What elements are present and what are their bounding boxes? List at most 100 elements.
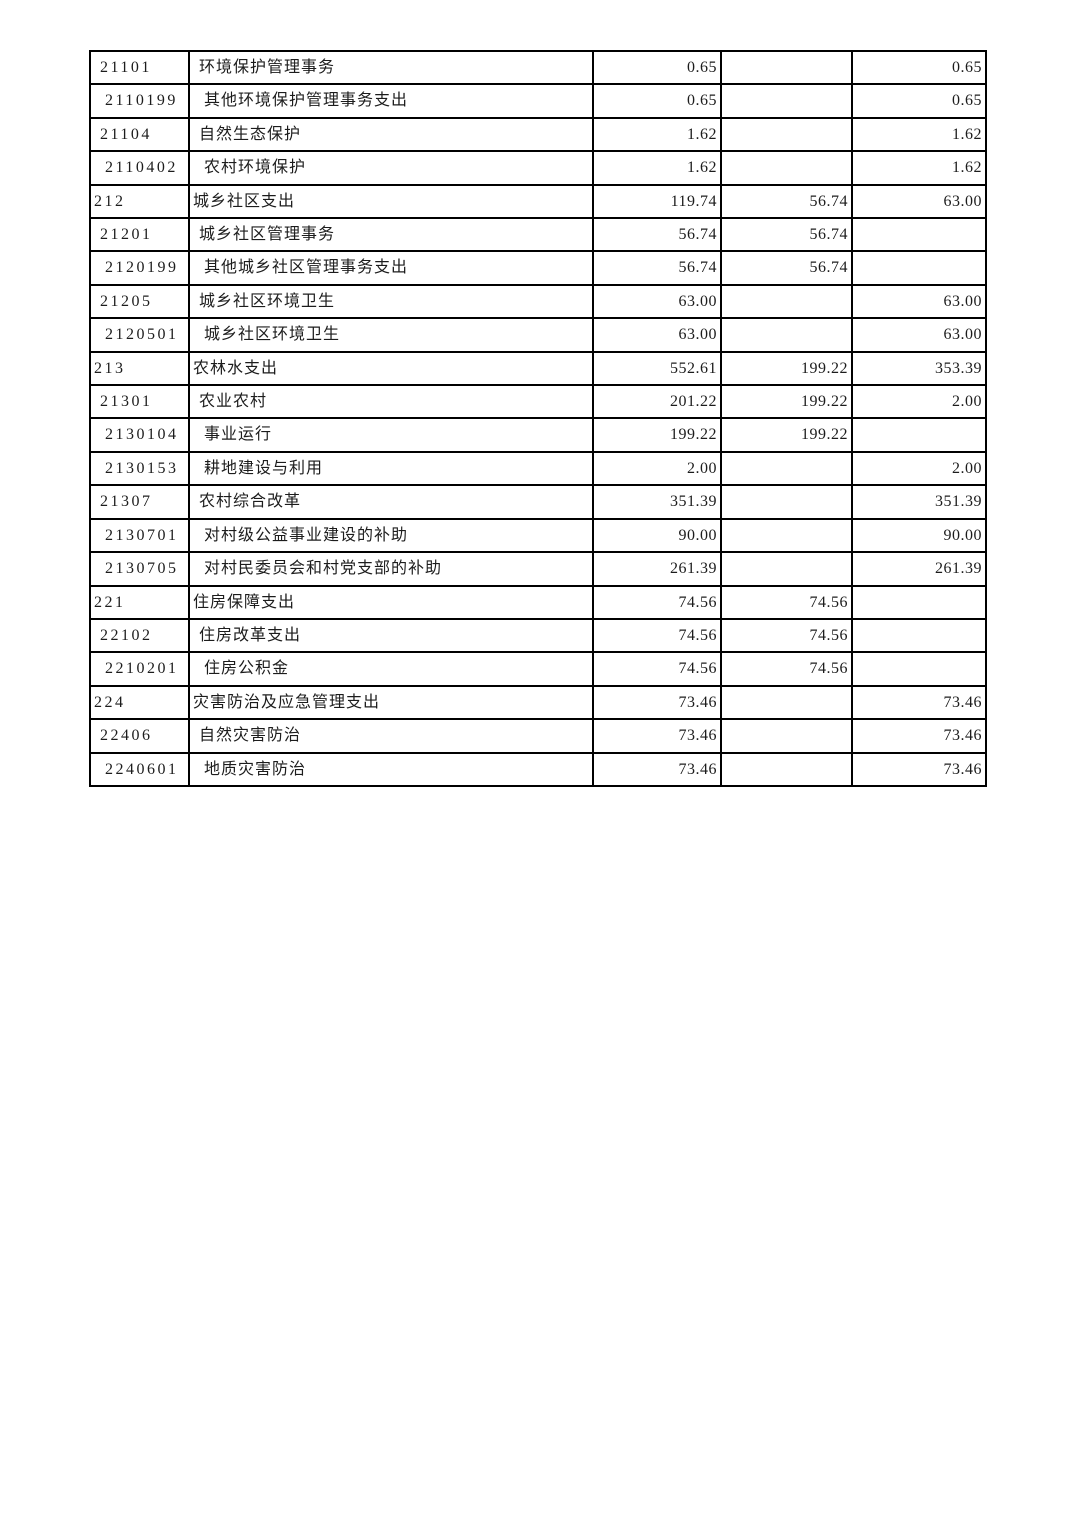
value-cell-1: 1.62	[592, 150, 722, 186]
value-cell-1: 74.56	[592, 651, 722, 687]
value-cell-3: 351.39	[851, 484, 987, 520]
value-cell-1: 261.39	[592, 551, 722, 587]
name-cell: 城乡社区管理事务	[188, 217, 594, 253]
code-cell: 221	[89, 584, 190, 620]
budget-table-body: 21101 环境保护管理事务 0.65 0.65 2110199 其他环境保护管理事务支出…	[89, 49, 987, 787]
table-row: 2120501 城乡社区环境卫生 63.00 63.00	[89, 317, 987, 353]
value-cell-2	[720, 517, 853, 554]
value-cell-1: 1.62	[592, 116, 722, 153]
name-cell: 住房保障支出	[188, 584, 594, 620]
code-cell: 2240601	[89, 751, 190, 787]
value-cell-1: 201.22	[592, 384, 722, 420]
value-cell-1: 2.00	[592, 450, 722, 487]
code-cell: 213	[89, 350, 190, 387]
table-row: 21301 农业农村 201.22 199.22 2.00	[89, 384, 987, 420]
value-cell-3: 2.00	[851, 450, 987, 487]
value-cell-1: 351.39	[592, 484, 722, 520]
value-cell-2	[720, 551, 853, 587]
value-cell-1: 0.65	[592, 83, 722, 119]
value-cell-1: 56.74	[592, 217, 722, 253]
name-cell: 农村环境保护	[188, 150, 594, 186]
name-cell: 农业农村	[188, 384, 594, 420]
value-cell-3	[851, 217, 987, 253]
code-cell: 224	[89, 684, 190, 721]
value-cell-2	[720, 49, 853, 86]
value-cell-3: 1.62	[851, 116, 987, 153]
value-cell-1: 73.46	[592, 751, 722, 787]
table-row: 2110199 其他环境保护管理事务支出 0.65 0.65	[89, 83, 987, 119]
value-cell-3: 73.46	[851, 718, 987, 754]
code-cell: 2210201	[89, 651, 190, 687]
code-cell: 21101	[89, 49, 190, 86]
value-cell-1: 0.65	[592, 49, 722, 86]
code-cell: 2130153	[89, 450, 190, 487]
name-cell: 其他城乡社区管理事务支出	[188, 250, 594, 286]
value-cell-1: 73.46	[592, 684, 722, 721]
code-cell: 2120199	[89, 250, 190, 286]
table-row: 221 住房保障支出 74.56 74.56	[89, 584, 987, 620]
value-cell-3: 0.65	[851, 83, 987, 119]
table-row: 213 农林水支出 552.61 199.22 353.39	[89, 350, 987, 387]
value-cell-2: 56.74	[720, 217, 853, 253]
code-cell: 2110199	[89, 83, 190, 119]
code-cell: 21201	[89, 217, 190, 253]
table-row: 2130705 对村民委员会和村党支部的补助 261.39 261.39	[89, 551, 987, 587]
table-row: 21101 环境保护管理事务 0.65 0.65	[89, 49, 987, 86]
value-cell-3: 1.62	[851, 150, 987, 186]
value-cell-2: 74.56	[720, 584, 853, 620]
value-cell-2	[720, 150, 853, 186]
value-cell-3	[851, 651, 987, 687]
name-cell: 城乡社区环境卫生	[188, 317, 594, 353]
table-row: 224 灾害防治及应急管理支出 73.46 73.46	[89, 684, 987, 721]
code-cell: 2130705	[89, 551, 190, 587]
value-cell-2: 199.22	[720, 417, 853, 453]
value-cell-3	[851, 250, 987, 286]
code-cell: 21301	[89, 384, 190, 420]
value-cell-1: 56.74	[592, 250, 722, 286]
table-row: 21307 农村综合改革 351.39 351.39	[89, 484, 987, 520]
name-cell: 耕地建设与利用	[188, 450, 594, 487]
value-cell-2: 56.74	[720, 250, 853, 286]
value-cell-2	[720, 83, 853, 119]
value-cell-3: 63.00	[851, 317, 987, 353]
value-cell-2: 56.74	[720, 183, 853, 220]
code-cell: 21104	[89, 116, 190, 153]
value-cell-3: 353.39	[851, 350, 987, 387]
value-cell-3: 63.00	[851, 283, 987, 320]
value-cell-1: 119.74	[592, 183, 722, 220]
value-cell-3: 261.39	[851, 551, 987, 587]
name-cell: 住房改革支出	[188, 617, 594, 654]
table-row: 2130153 耕地建设与利用 2.00 2.00	[89, 450, 987, 487]
name-cell: 自然生态保护	[188, 116, 594, 153]
table-row: 22406 自然灾害防治 73.46 73.46	[89, 718, 987, 754]
value-cell-2	[720, 751, 853, 787]
code-cell: 21307	[89, 484, 190, 520]
table-row: 21205 城乡社区环境卫生 63.00 63.00	[89, 283, 987, 320]
value-cell-2: 199.22	[720, 384, 853, 420]
name-cell: 住房公积金	[188, 651, 594, 687]
name-cell: 环境保护管理事务	[188, 49, 594, 86]
value-cell-1: 63.00	[592, 317, 722, 353]
name-cell: 对村级公益事业建设的补助	[188, 517, 594, 554]
value-cell-3: 73.46	[851, 684, 987, 721]
name-cell: 城乡社区支出	[188, 183, 594, 220]
value-cell-1: 74.56	[592, 584, 722, 620]
value-cell-2	[720, 718, 853, 754]
table-row: 2110402 农村环境保护 1.62 1.62	[89, 150, 987, 186]
value-cell-3: 73.46	[851, 751, 987, 787]
value-cell-1: 74.56	[592, 617, 722, 654]
value-cell-2: 74.56	[720, 651, 853, 687]
value-cell-3: 90.00	[851, 517, 987, 554]
code-cell: 22102	[89, 617, 190, 654]
value-cell-1: 552.61	[592, 350, 722, 387]
name-cell: 事业运行	[188, 417, 594, 453]
value-cell-3	[851, 584, 987, 620]
code-cell: 2110402	[89, 150, 190, 186]
value-cell-3: 0.65	[851, 49, 987, 86]
code-cell: 2130104	[89, 417, 190, 453]
name-cell: 农村综合改革	[188, 484, 594, 520]
name-cell: 农林水支出	[188, 350, 594, 387]
name-cell: 其他环境保护管理事务支出	[188, 83, 594, 119]
value-cell-1: 90.00	[592, 517, 722, 554]
